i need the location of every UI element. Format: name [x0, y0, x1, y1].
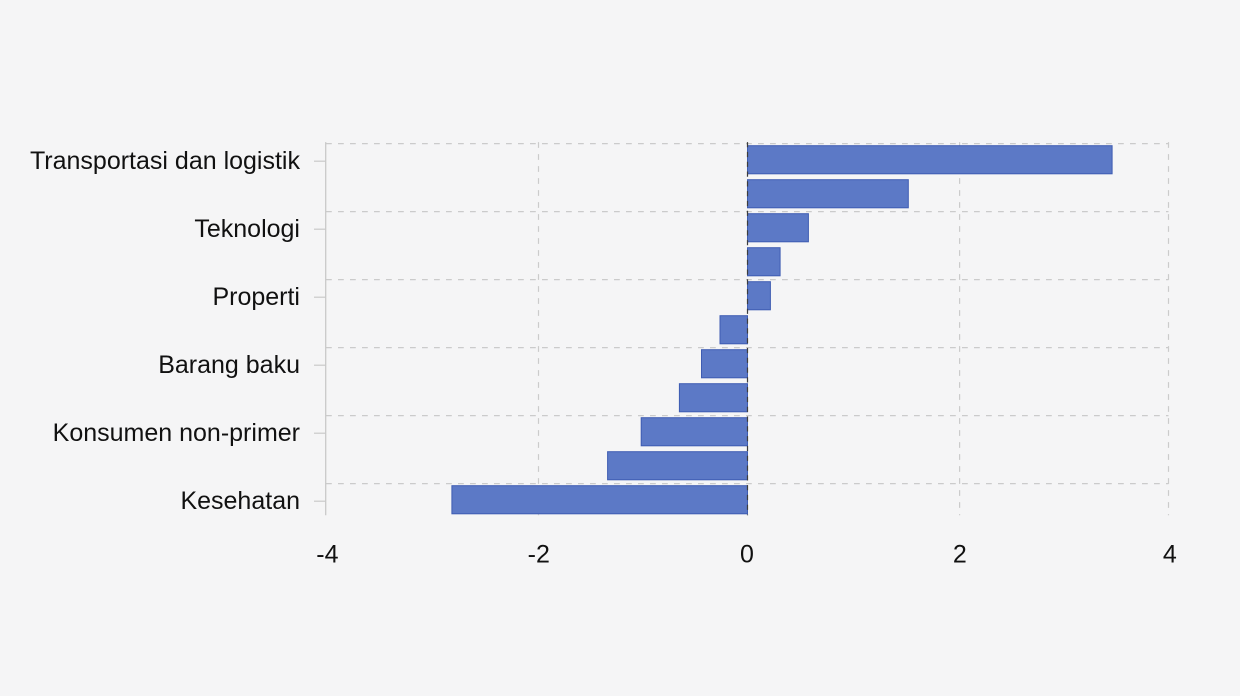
svg-text:Transportasi dan logistik: Transportasi dan logistik	[30, 147, 301, 175]
svg-text:Konsumen non-primer: Konsumen non-primer	[53, 419, 300, 447]
svg-text:4: 4	[1163, 540, 1177, 568]
svg-text:Properti: Properti	[212, 283, 300, 311]
svg-text:-4: -4	[316, 540, 338, 568]
svg-text:Barang baku: Barang baku	[158, 351, 300, 379]
svg-text:Kesehatan: Kesehatan	[180, 487, 300, 515]
svg-text:2: 2	[953, 540, 967, 568]
svg-text:0: 0	[740, 540, 754, 568]
svg-text:-2: -2	[528, 540, 550, 568]
svg-text:Teknologi: Teknologi	[194, 215, 300, 243]
